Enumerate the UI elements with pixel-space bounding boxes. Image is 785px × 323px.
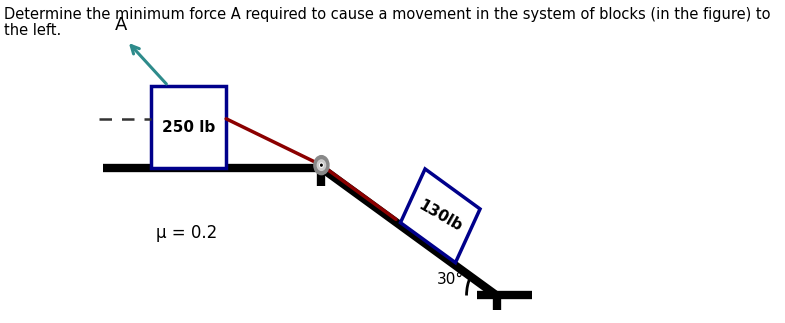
Bar [151, 86, 226, 168]
Text: 30°: 30° [437, 273, 464, 287]
Text: μ = 0.2: μ = 0.2 [156, 224, 217, 242]
Text: the left.: the left. [4, 23, 61, 38]
Circle shape [314, 156, 329, 175]
Text: 250 lb: 250 lb [162, 120, 215, 134]
Circle shape [317, 160, 326, 170]
Circle shape [320, 164, 322, 166]
Text: Determine the minimum force A required to cause a movement in the system of bloc: Determine the minimum force A required t… [4, 7, 770, 22]
Text: 130lb: 130lb [416, 197, 465, 234]
Polygon shape [400, 169, 480, 263]
Text: A: A [115, 16, 127, 34]
Circle shape [319, 163, 323, 167]
